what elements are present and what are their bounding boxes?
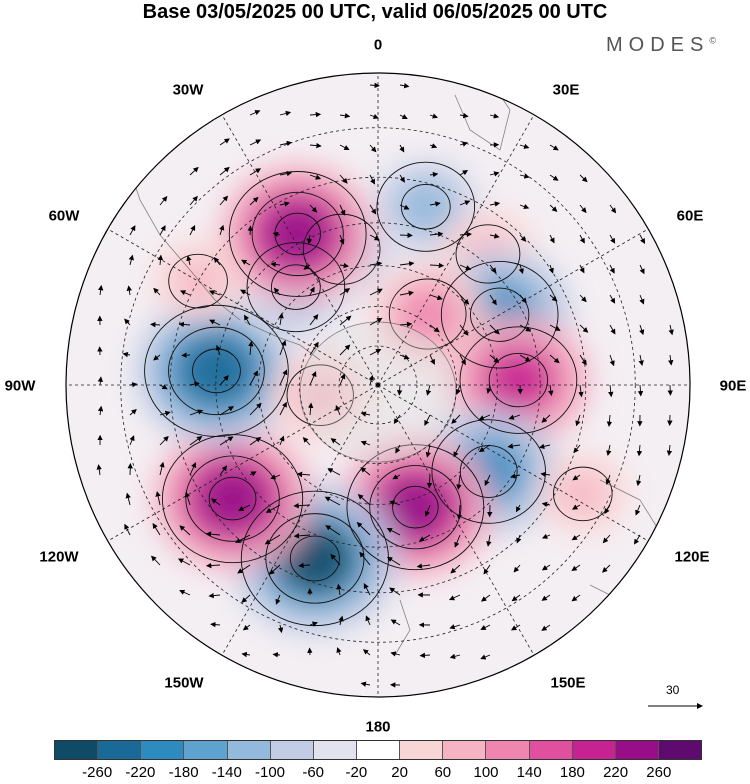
colorbar-swatch-6: [313, 741, 356, 759]
colorbar-swatch-12: [572, 741, 615, 759]
wind-vector-306: [273, 654, 280, 655]
colorbar-swatch-13: [615, 741, 658, 759]
colorbar-swatch-10: [485, 741, 528, 759]
colorbar-tick-9: 100: [473, 764, 498, 781]
colorbar-swatch-9: [442, 741, 485, 759]
lon-label-150e: 150E: [550, 675, 585, 692]
colorbar-swatch-2: [140, 741, 183, 759]
anomaly-blob-13-2: [260, 200, 335, 269]
colorbar: [54, 740, 702, 760]
colorbar-swatch-7: [356, 741, 399, 759]
wind-vector-57: [250, 226, 251, 235]
lon-label-120e: 120E: [674, 549, 709, 566]
colorbar-swatch-3: [183, 741, 226, 759]
colorbar-tick-3: -140: [212, 764, 242, 781]
lon-label-90w: 90W: [5, 378, 36, 395]
colorbar-swatch-11: [529, 741, 572, 759]
lon-label-30w: 30W: [173, 82, 204, 99]
colorbar-tick-13: 260: [646, 764, 671, 781]
colorbar-tick-7: 20: [391, 764, 408, 781]
lon-label-120w: 120W: [39, 549, 78, 566]
lon-label-30e: 30E: [553, 82, 580, 99]
colorbar-swatch-4: [227, 741, 270, 759]
anomaly-blob-0-2: [397, 180, 455, 233]
colorbar-tick-10: 140: [517, 764, 542, 781]
lon-label-90e: 90E: [720, 378, 747, 395]
anomaly-blob-7-2: [561, 474, 604, 513]
pole-marker: [376, 383, 380, 387]
colorbar-tick-11: 180: [560, 764, 585, 781]
colorbar-swatch-8: [399, 741, 442, 759]
colorbar-tick-1: -220: [125, 764, 155, 781]
colorbar-tick-2: -180: [169, 764, 199, 781]
vector-reference-label: 30: [666, 683, 679, 697]
lon-label-150w: 150W: [164, 675, 203, 692]
lon-label-60e: 60E: [677, 208, 704, 225]
colorbar-tick-8: 60: [434, 764, 451, 781]
lon-label-0: 0: [374, 37, 382, 54]
lon-label-180: 180: [365, 719, 390, 736]
anomaly-blob-10-2: [194, 463, 271, 533]
colorbar-tick-0: -260: [82, 764, 112, 781]
anomaly-blob-14-2: [177, 262, 220, 301]
wind-vector-62: [400, 235, 412, 236]
colorbar-tick-4: -100: [255, 764, 285, 781]
colorbar-swatch-5: [270, 741, 313, 759]
colorbar-swatch-14: [658, 741, 701, 759]
colorbar-tick-labels: -260 -220 -180 -140 -100 -60 -20 20 60 100 140 180 2…: [0, 764, 750, 784]
colorbar-tick-12: 220: [603, 764, 628, 781]
lon-label-60w: 60W: [49, 208, 80, 225]
colorbar-tick-6: -20: [346, 764, 368, 781]
colorbar-swatch-0: [55, 741, 97, 759]
colorbar-tick-5: -60: [302, 764, 324, 781]
colorbar-swatch-1: [97, 741, 140, 759]
